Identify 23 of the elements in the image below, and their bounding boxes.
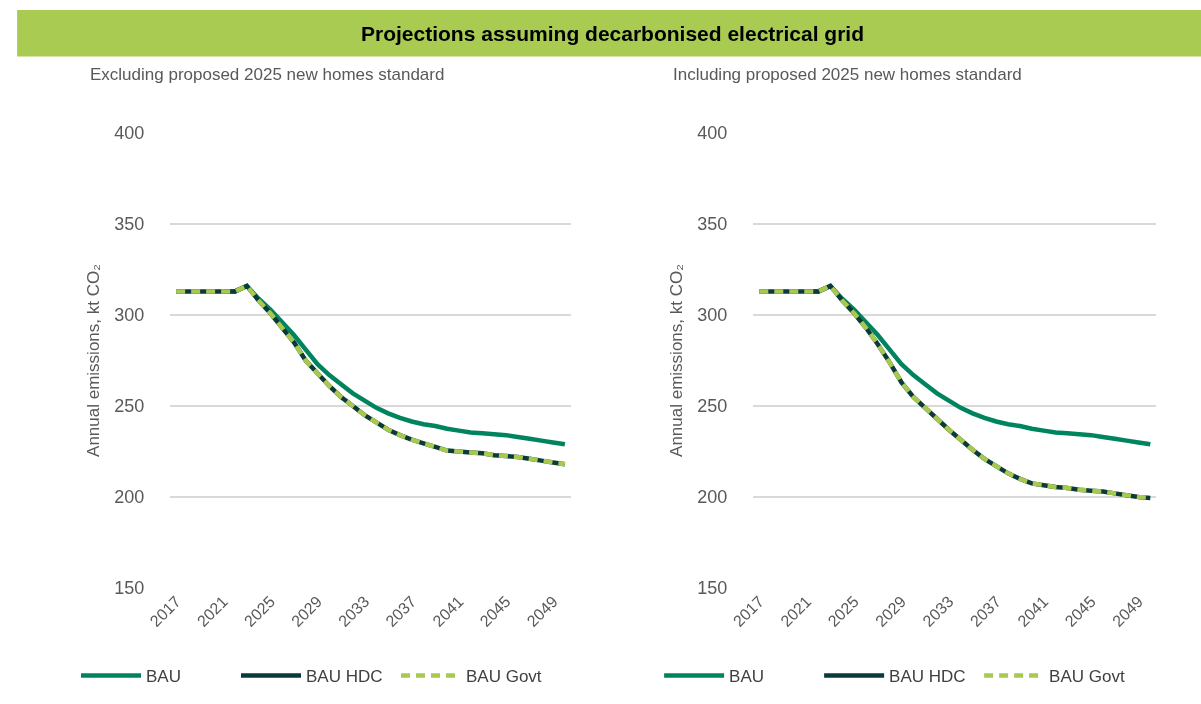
y-tick-label: 350 <box>114 214 145 235</box>
chart-subtitle: Including proposed 2025 new homes standard <box>673 65 1022 84</box>
y-tick-label: 250 <box>114 396 145 417</box>
legend-label: BAU <box>729 667 765 687</box>
y-tick-label: 150 <box>697 578 728 599</box>
chart-title: Projections assuming decarbonised electrical grid <box>361 22 864 45</box>
y-tick-label: 200 <box>114 487 145 508</box>
y-tick-label: 300 <box>697 305 728 326</box>
y-tick-label: 400 <box>697 123 728 144</box>
y-axis-title: Annual emissions, kt CO₂ <box>666 264 686 457</box>
legend-label: BAU HDC <box>889 667 966 687</box>
y-axis-title: Annual emissions, kt CO₂ <box>83 264 103 457</box>
y-tick-label: 300 <box>114 305 145 326</box>
y-tick-label: 200 <box>697 487 728 508</box>
legend-label: BAU Govt <box>466 667 542 687</box>
y-tick-label: 350 <box>697 214 728 235</box>
chart-subtitle: Excluding proposed 2025 new homes standard <box>90 65 445 84</box>
legend-label: BAU Govt <box>1049 667 1125 687</box>
legend-label: BAU <box>146 667 181 687</box>
y-tick-label: 400 <box>114 123 145 144</box>
y-tick-label: 150 <box>114 578 145 599</box>
y-tick-label: 250 <box>697 396 728 417</box>
legend-label: BAU HDC <box>306 667 383 687</box>
